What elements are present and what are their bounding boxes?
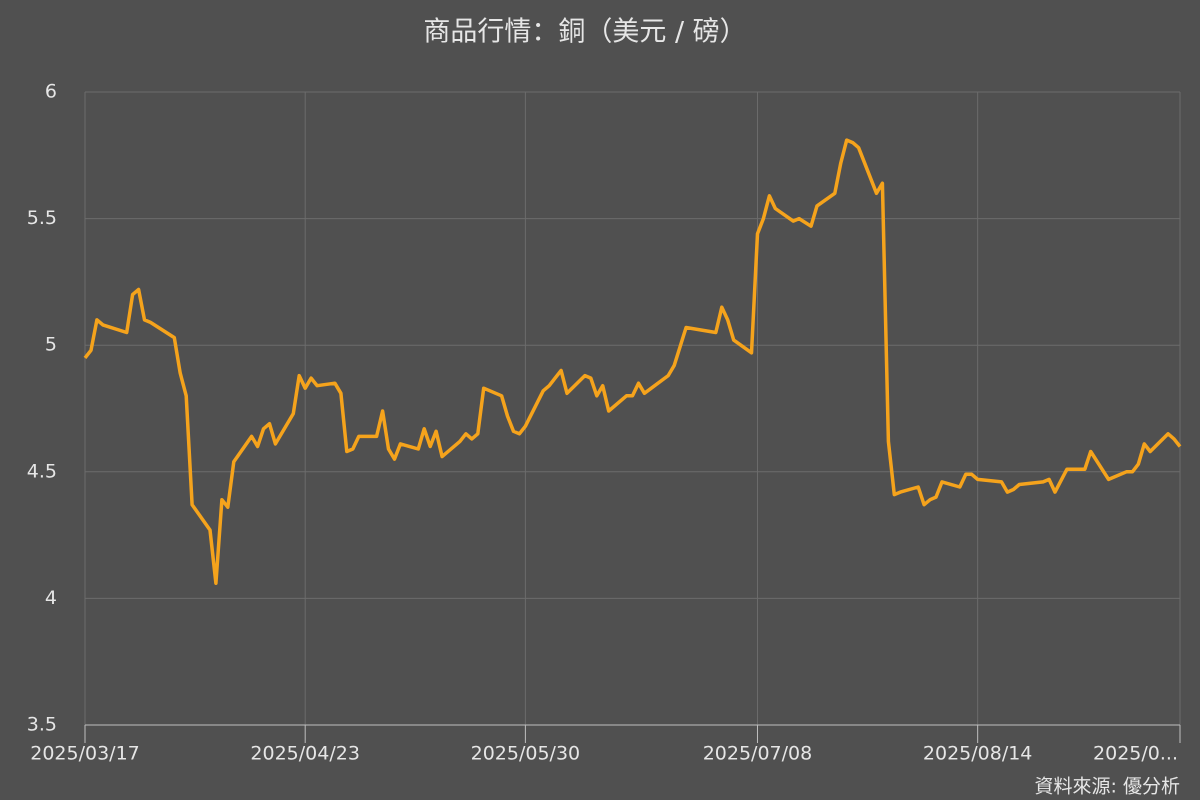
price-line bbox=[83, 138, 1182, 585]
x-tick-label: 2025/03/17 bbox=[30, 743, 140, 765]
y-tick-label: 5 bbox=[45, 334, 57, 356]
y-tick-label: 4.5 bbox=[27, 460, 57, 482]
source-note: 資料來源: 優分析 bbox=[1035, 776, 1180, 798]
x-tick-label: 2025/07/08 bbox=[703, 743, 813, 765]
x-tick-label: 2025/0... bbox=[1093, 743, 1178, 765]
y-tick-label: 4 bbox=[45, 587, 57, 609]
x-tick-label: 2025/08/14 bbox=[923, 743, 1033, 765]
y-tick-label: 3.5 bbox=[27, 714, 57, 736]
y-tick-label: 5.5 bbox=[27, 207, 57, 229]
x-tick-label: 2025/04/23 bbox=[250, 743, 360, 765]
chart-title: 商品行情：銅（美元 / 磅） bbox=[423, 17, 746, 48]
x-tick-label: 2025/05/30 bbox=[471, 743, 581, 765]
y-tick-label: 6 bbox=[45, 81, 57, 103]
